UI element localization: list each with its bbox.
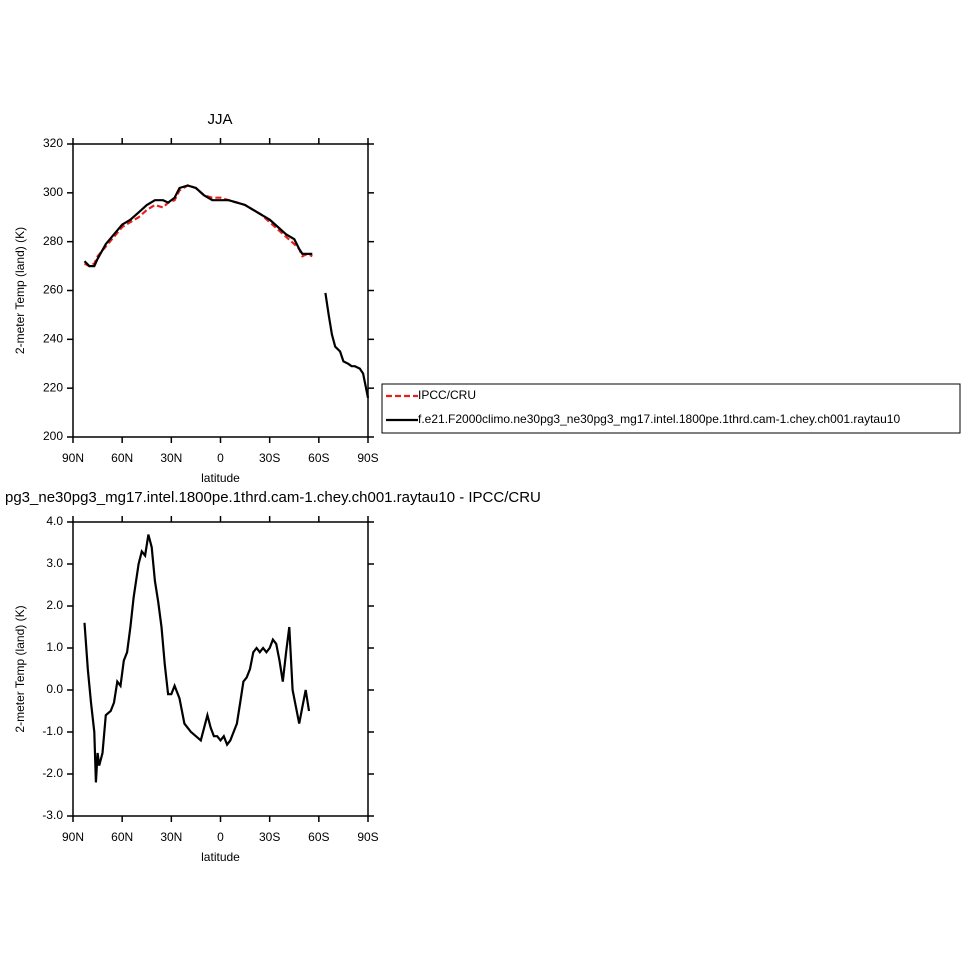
x-tick-label: 30N bbox=[160, 830, 182, 844]
x-tick-label: 90N bbox=[62, 451, 84, 465]
y-tick-label: 3.0 bbox=[46, 556, 63, 570]
x-tick-label: 90N bbox=[62, 830, 84, 844]
y-tick-label: 200 bbox=[43, 429, 63, 443]
y-tick-label: 260 bbox=[43, 283, 63, 297]
data-line bbox=[83, 534, 311, 783]
y-tick-label: 220 bbox=[43, 380, 63, 394]
x-tick-label: 90S bbox=[357, 451, 378, 465]
x-tick-label: 0 bbox=[217, 451, 224, 465]
y-tick-label: -2.0 bbox=[42, 766, 63, 780]
x-tick-label: 60N bbox=[111, 830, 133, 844]
data-line bbox=[83, 184, 370, 399]
legend-label: IPCC/CRU bbox=[418, 388, 476, 402]
y-tick-label: 1.0 bbox=[46, 640, 63, 654]
y-tick-label: 300 bbox=[43, 185, 63, 199]
y-tick-label: 2.0 bbox=[46, 598, 63, 612]
y-tick-label: -1.0 bbox=[42, 724, 63, 738]
x-tick-label: 30N bbox=[160, 451, 182, 465]
x-axis-label: latitude bbox=[201, 850, 240, 864]
y-tick-label: 320 bbox=[43, 136, 63, 150]
y-tick-label: 0.0 bbox=[46, 682, 63, 696]
legend-label: f.e21.F2000climo.ne30pg3_ne30pg3_mg17.in… bbox=[418, 412, 900, 426]
y-tick-label: 240 bbox=[43, 332, 63, 346]
chart-title: pg3_ne30pg3_mg17.intel.1800pe.1thrd.cam-… bbox=[5, 489, 541, 506]
x-tick-label: 30S bbox=[259, 830, 280, 844]
y-tick-label: -3.0 bbox=[42, 808, 63, 822]
y-axis-label: 2-meter Temp (land) (K) bbox=[13, 605, 27, 732]
plot-frame bbox=[72, 143, 369, 438]
y-tick-label: 280 bbox=[43, 234, 63, 248]
chart-title: JJA bbox=[207, 111, 232, 128]
x-tick-label: 30S bbox=[259, 451, 280, 465]
x-tick-label: 60N bbox=[111, 451, 133, 465]
legend-box bbox=[381, 383, 961, 434]
x-tick-label: 0 bbox=[217, 830, 224, 844]
x-tick-label: 90S bbox=[357, 830, 378, 844]
x-axis-label: latitude bbox=[201, 471, 240, 485]
x-tick-label: 60S bbox=[308, 451, 329, 465]
plot-frame bbox=[72, 521, 369, 817]
x-tick-label: 60S bbox=[308, 830, 329, 844]
y-axis-label: 2-meter Temp (land) (K) bbox=[13, 227, 27, 354]
y-tick-label: 4.0 bbox=[46, 514, 63, 528]
